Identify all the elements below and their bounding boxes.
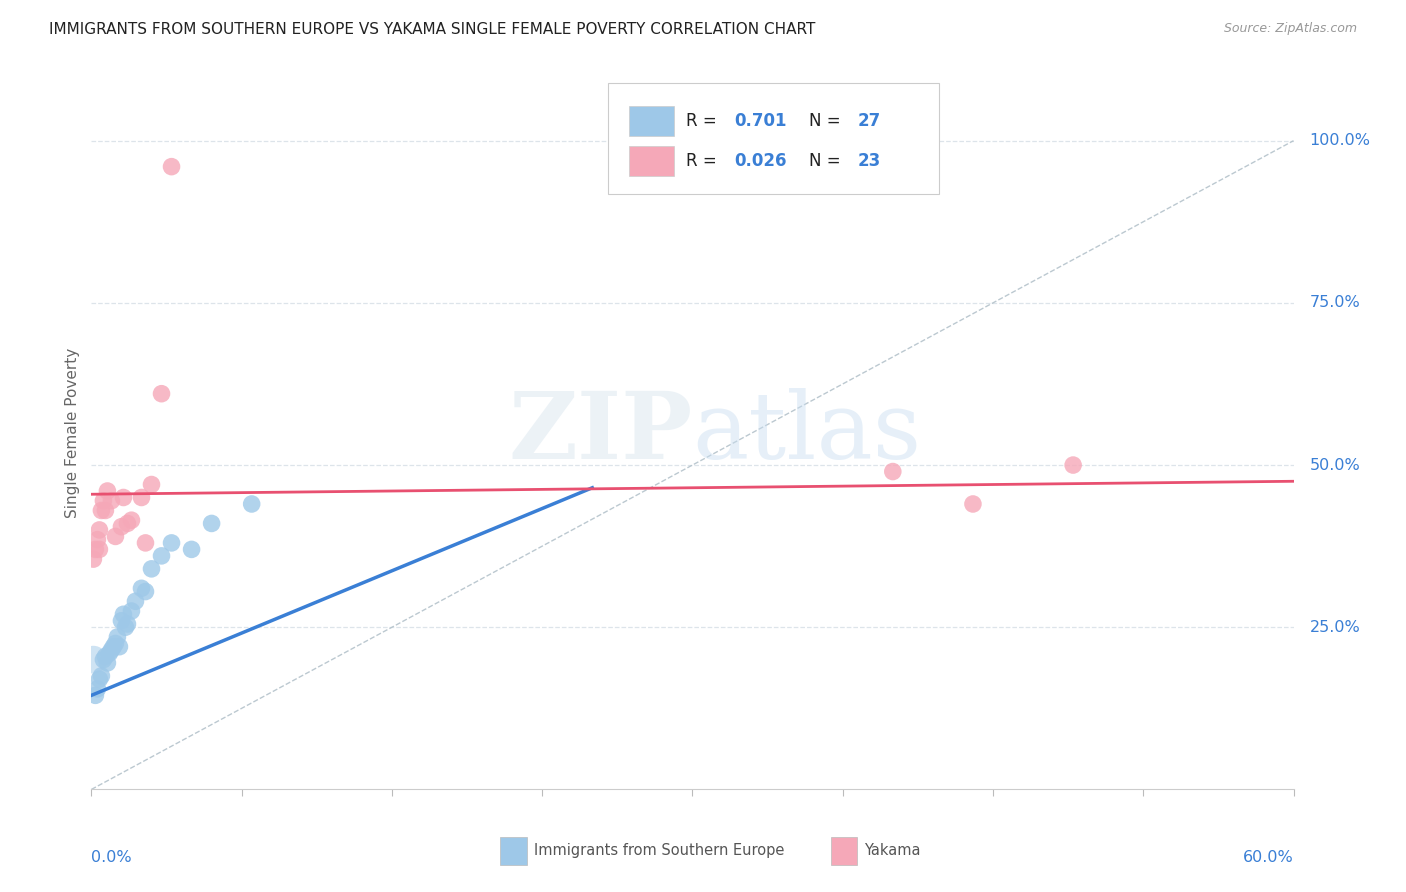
Point: [93, 493, 115, 508]
Point: [89, 672, 111, 686]
Text: 100.0%: 100.0%: [1309, 133, 1371, 148]
FancyBboxPatch shape: [628, 106, 675, 136]
Point: [141, 562, 163, 576]
Text: 60.0%: 60.0%: [1243, 850, 1294, 865]
Point: [104, 636, 127, 650]
Text: 50.0%: 50.0%: [1309, 458, 1360, 473]
Text: 0.0%: 0.0%: [91, 850, 132, 865]
Point: [89, 523, 111, 537]
FancyBboxPatch shape: [609, 83, 939, 194]
Point: [882, 465, 904, 479]
Point: [160, 536, 183, 550]
Point: [90, 669, 112, 683]
Point: [117, 617, 139, 632]
Point: [962, 497, 984, 511]
FancyBboxPatch shape: [628, 146, 675, 177]
Point: [131, 582, 153, 596]
Point: [112, 607, 135, 622]
Point: [1062, 458, 1084, 472]
Text: N =: N =: [808, 112, 846, 129]
Text: N =: N =: [808, 153, 846, 170]
Point: [96, 656, 118, 670]
Point: [90, 503, 112, 517]
Point: [131, 491, 153, 505]
Point: [121, 513, 143, 527]
Point: [108, 640, 131, 654]
FancyBboxPatch shape: [501, 837, 527, 865]
Text: Yakama: Yakama: [865, 843, 921, 858]
Point: [124, 594, 146, 608]
Text: Immigrants from Southern Europe: Immigrants from Southern Europe: [534, 843, 785, 858]
Point: [117, 516, 139, 531]
Point: [134, 584, 156, 599]
Point: [100, 643, 122, 657]
Text: R =: R =: [686, 112, 723, 129]
Point: [150, 386, 173, 401]
Point: [86, 681, 108, 696]
Point: [141, 477, 163, 491]
Point: [94, 503, 117, 517]
Text: 0.701: 0.701: [734, 112, 787, 129]
Point: [107, 630, 129, 644]
Point: [160, 160, 183, 174]
Text: 23: 23: [858, 153, 880, 170]
Point: [84, 542, 107, 557]
Point: [100, 493, 122, 508]
Point: [103, 640, 125, 654]
Point: [93, 653, 115, 667]
Point: [134, 536, 156, 550]
Point: [180, 542, 202, 557]
Point: [150, 549, 173, 563]
Point: [110, 614, 132, 628]
Point: [84, 689, 107, 703]
FancyBboxPatch shape: [831, 837, 858, 865]
Y-axis label: Single Female Poverty: Single Female Poverty: [65, 348, 80, 517]
Point: [82, 653, 104, 667]
Text: ZIP: ZIP: [508, 388, 692, 477]
Text: IMMIGRANTS FROM SOUTHERN EUROPE VS YAKAMA SINGLE FEMALE POVERTY CORRELATION CHAR: IMMIGRANTS FROM SOUTHERN EUROPE VS YAKAM…: [49, 22, 815, 37]
Point: [110, 519, 132, 533]
Text: atlas: atlas: [692, 388, 922, 477]
Point: [96, 483, 118, 498]
Point: [98, 646, 121, 660]
Text: 75.0%: 75.0%: [1309, 295, 1360, 310]
Point: [94, 649, 117, 664]
Text: 27: 27: [858, 112, 880, 129]
Point: [89, 542, 111, 557]
Text: 0.026: 0.026: [734, 153, 787, 170]
Text: Source: ZipAtlas.com: Source: ZipAtlas.com: [1223, 22, 1357, 36]
Point: [240, 497, 263, 511]
Point: [112, 491, 135, 505]
Point: [82, 552, 104, 566]
Point: [104, 529, 127, 543]
Point: [121, 604, 143, 618]
Text: R =: R =: [686, 153, 723, 170]
Text: 25.0%: 25.0%: [1309, 620, 1360, 635]
Point: [86, 533, 108, 547]
Point: [201, 516, 224, 531]
Point: [114, 620, 136, 634]
